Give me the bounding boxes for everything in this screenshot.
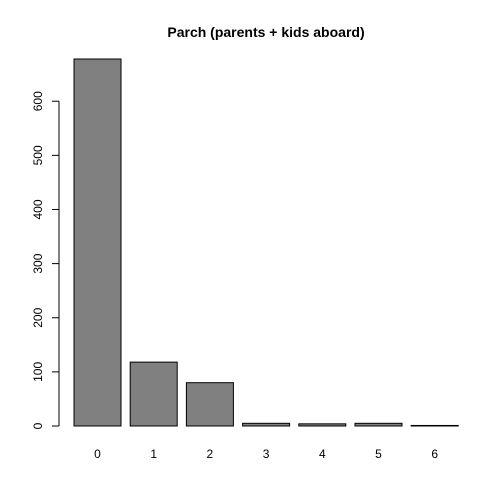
bar-2 <box>185 382 234 427</box>
bar-5 <box>354 422 403 427</box>
bars-group <box>73 58 459 427</box>
bar-3 <box>242 422 291 427</box>
chart-title: Parch (parents + kids aboard) <box>167 24 364 40</box>
y-tick-label-100: 100 <box>31 362 45 382</box>
x-tick-label-3: 3 <box>263 447 270 461</box>
bar-6 <box>410 424 459 427</box>
bar-4 <box>298 423 347 427</box>
x-tick-label-5: 5 <box>375 447 382 461</box>
x-tick-label-4: 4 <box>319 447 326 461</box>
bar-1 <box>129 361 178 427</box>
bar-0 <box>73 58 122 427</box>
y-tick-label-300: 300 <box>31 253 45 273</box>
y-tick-label-500: 500 <box>31 145 45 165</box>
y-axis: 0 100 200 300 400 500 600 <box>31 91 60 429</box>
y-tick-label-200: 200 <box>31 307 45 327</box>
y-tick-label-400: 400 <box>31 199 45 219</box>
x-tick-label-1: 1 <box>150 447 157 461</box>
x-tick-label-2: 2 <box>207 447 214 461</box>
x-tick-labels: 0 1 2 3 4 5 6 <box>94 447 438 461</box>
x-tick-label-6: 6 <box>431 447 438 461</box>
x-tick-label-0: 0 <box>94 447 101 461</box>
y-tick-label-0: 0 <box>31 422 45 429</box>
y-tick-label-600: 600 <box>31 91 45 111</box>
